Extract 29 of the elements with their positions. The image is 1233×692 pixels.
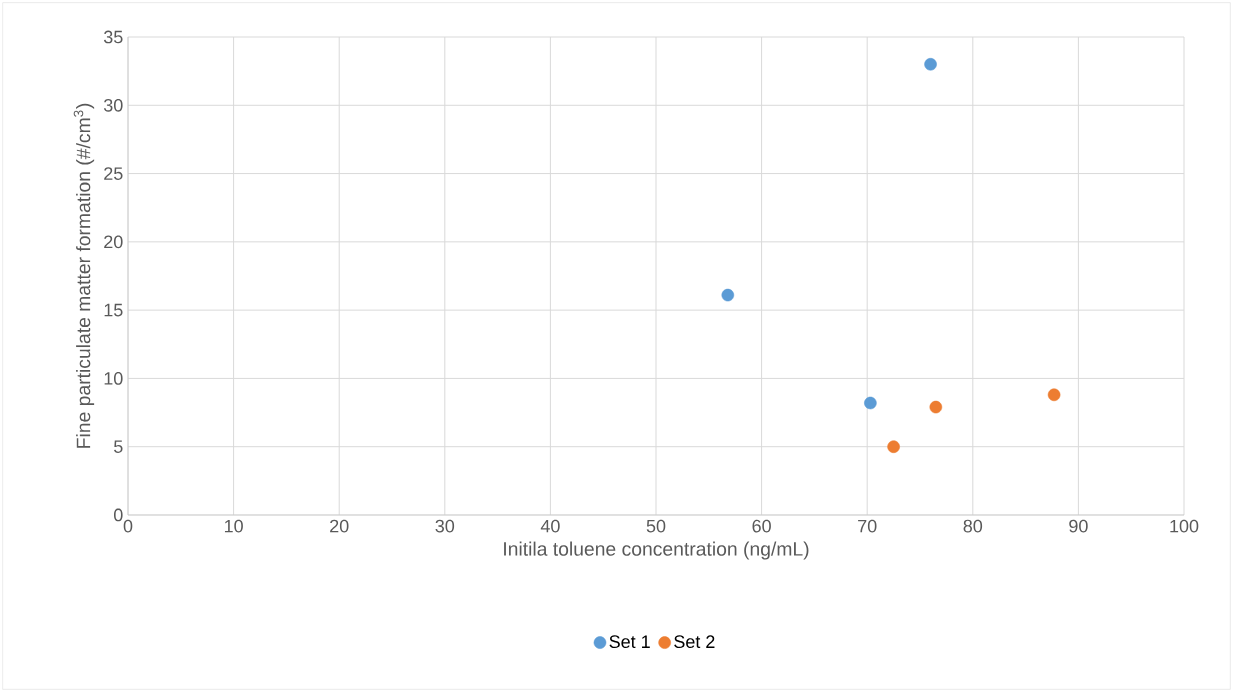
x-tick-label: 80 — [963, 519, 983, 533]
point — [1047, 388, 1061, 402]
x-tick-label: 40 — [540, 519, 560, 533]
point — [924, 58, 937, 71]
x-tick-label: 30 — [435, 519, 455, 533]
x-axis-title: Initila toluene concentration (ng/mL) — [504, 541, 809, 560]
y-tick-label: 0 — [114, 508, 123, 522]
x-tick-label: 50 — [646, 519, 666, 533]
y-tick-label: 15 — [104, 303, 123, 317]
y-tick-label: 5 — [114, 440, 123, 453]
legend-label: Set 1 — [609, 635, 650, 649]
x-tick-label: 100 — [1170, 519, 1199, 533]
y-tick-label: 20 — [104, 235, 123, 249]
y-tick-label: 10 — [104, 372, 123, 385]
x-tick-label: 0 — [123, 519, 133, 533]
point — [929, 400, 943, 414]
point — [887, 440, 900, 453]
y-axis-title: Fine particulate matter formation (#/cm$^{3}$) — [73, 103, 95, 448]
point — [864, 396, 877, 410]
y-tick-label: 30 — [103, 98, 123, 112]
legend-label: Set 2 — [674, 635, 715, 649]
x-tick-label: 20 — [330, 519, 349, 533]
x-tick-label: 90 — [1069, 519, 1088, 533]
y-tick-label: 25 — [104, 167, 123, 180]
x-tick-label: 70 — [858, 519, 877, 533]
x-tick-label: 60 — [752, 519, 771, 533]
x-tick-label: 10 — [224, 519, 243, 533]
point — [721, 288, 735, 302]
y-tick-label: 35 — [103, 30, 123, 44]
